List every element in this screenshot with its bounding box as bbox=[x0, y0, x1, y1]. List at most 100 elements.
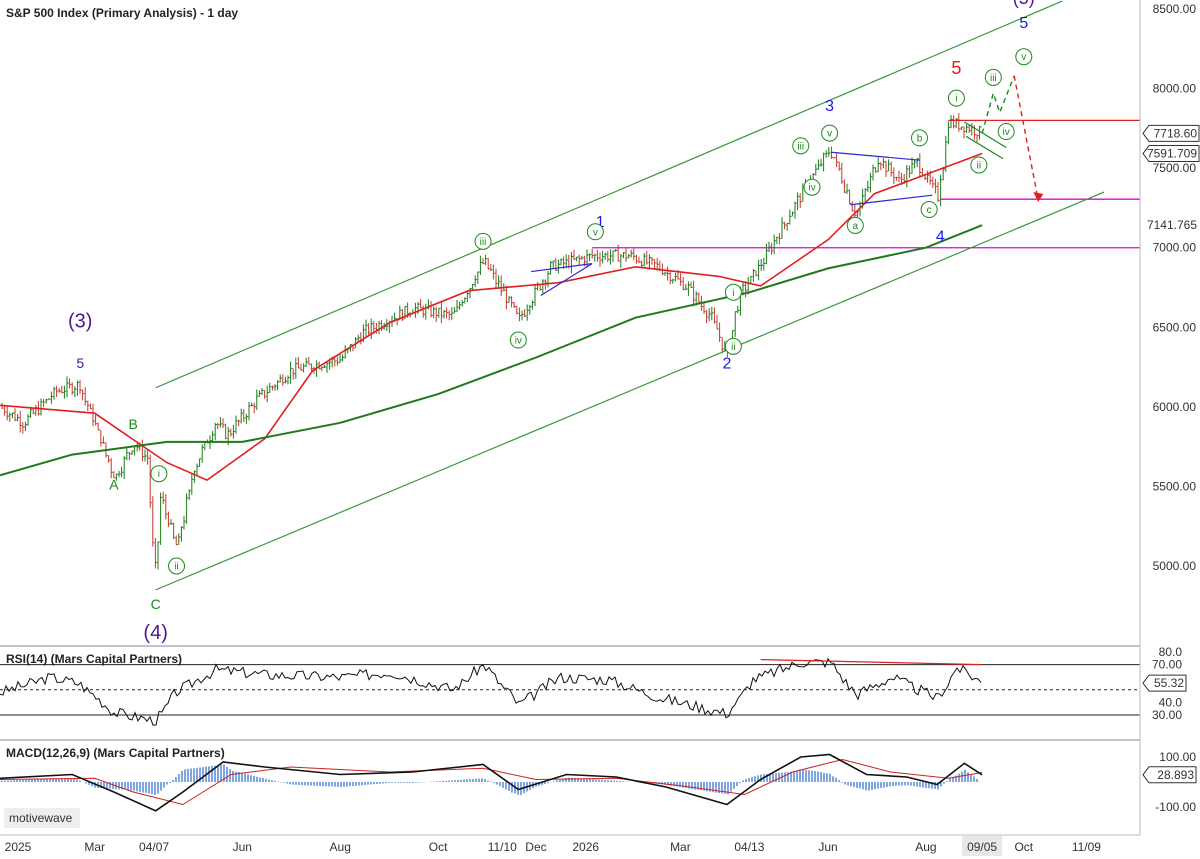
wave-circle bbox=[821, 124, 839, 142]
price-tick-label: 7500.00 bbox=[1153, 161, 1197, 175]
rsi-tick-label: 80.0 bbox=[1159, 645, 1183, 659]
wave-circle bbox=[724, 283, 742, 301]
wave-circle-label: i bbox=[732, 288, 734, 299]
price-tick-label: 6000.00 bbox=[1153, 400, 1197, 414]
price-tick-label: 8000.00 bbox=[1153, 82, 1197, 96]
time-tick-label: 11/10 bbox=[488, 840, 517, 854]
price-tick-label: 7000.00 bbox=[1153, 241, 1197, 255]
wave-label: (3) bbox=[68, 310, 92, 332]
wave-circle bbox=[920, 201, 938, 219]
wave-circle bbox=[474, 232, 492, 250]
wave-circle bbox=[724, 337, 742, 355]
wave-circle-label: iii bbox=[797, 141, 804, 152]
rsi-divergence-line bbox=[760, 658, 983, 666]
macd-line bbox=[0, 753, 983, 812]
wave-label: 4 bbox=[936, 228, 945, 245]
wave-circle-label: iv bbox=[1003, 127, 1010, 138]
price-tick-label: 5000.00 bbox=[1153, 559, 1197, 573]
price-axis[interactable]: 8500.00 8000.00 7500.00 7000.00 6500.00 6000.… bbox=[1139, 0, 1200, 835]
rsi-tick-label: 70.00 bbox=[1152, 658, 1182, 672]
triangle-line bbox=[965, 135, 1004, 160]
time-tick-label: Mar bbox=[84, 840, 105, 854]
triangle-line bbox=[964, 121, 1007, 148]
wave-circle bbox=[970, 156, 988, 174]
wave-label: 5 bbox=[76, 355, 84, 371]
wave-label: 3 bbox=[825, 98, 834, 115]
wave-circle-label: ii bbox=[977, 160, 981, 171]
projection-path bbox=[981, 75, 1015, 134]
wave-label: C bbox=[151, 596, 161, 612]
price-tag-label: 7141.765 bbox=[1147, 218, 1197, 232]
macd-pane: MACD(12,26,9) (Mars Capital Partners) bbox=[0, 739, 1140, 812]
wave-circle-label: iv bbox=[808, 183, 815, 194]
wave-circle-label: i bbox=[158, 469, 160, 480]
watermark: motivewave bbox=[4, 808, 80, 828]
wave-circle bbox=[911, 129, 929, 147]
price-tag-label: 7718.60 bbox=[1154, 126, 1198, 140]
wave-label: 2 bbox=[722, 356, 731, 373]
rsi-current-label: 55.32 bbox=[1154, 676, 1184, 690]
price-tick-label: 6500.00 bbox=[1153, 320, 1197, 334]
time-tick-label: 04/13 bbox=[734, 840, 764, 854]
wave-circle-label: v bbox=[1021, 52, 1026, 63]
price-tag-box bbox=[1142, 124, 1200, 142]
wave-circle-label: b bbox=[917, 133, 923, 144]
time-tick-label: 2025 bbox=[5, 840, 32, 854]
wave-circle-label: i bbox=[955, 94, 957, 105]
triangle-line bbox=[531, 263, 593, 296]
macd-tick-label: -100.00 bbox=[1155, 800, 1196, 814]
rsi-tick-label: 30.00 bbox=[1152, 708, 1182, 722]
macd-current-box bbox=[1142, 766, 1197, 784]
macd-tick-label: 100.00 bbox=[1159, 750, 1196, 764]
price-tick-label: 8500.00 bbox=[1153, 2, 1197, 16]
macd-current-label: 28.893 bbox=[1157, 768, 1194, 782]
wave-circle bbox=[1015, 48, 1033, 66]
channel-upper-line bbox=[155, 0, 1063, 389]
wave-circle-label: ii bbox=[731, 342, 735, 353]
rsi-pane: RSI(14) (Mars Capital Partners) bbox=[0, 645, 1140, 726]
triangle-line bbox=[850, 194, 933, 206]
price-pane: (3)5BAC(4)123455(5)iiiiiiivviiiiiiivvabc… bbox=[0, 0, 1140, 645]
wave-circle-label: ii bbox=[174, 562, 178, 573]
rsi-tick-label: 40.0 bbox=[1159, 695, 1183, 709]
time-tick-label: 2026 bbox=[572, 840, 599, 854]
wave-circle-label: iii bbox=[990, 73, 997, 84]
wave-circle-label: iv bbox=[515, 336, 522, 347]
time-tick-label: 09/05 bbox=[967, 840, 997, 854]
macd-signal-line bbox=[0, 758, 983, 806]
macd-title: MACD(12,26,9) (Mars Capital Partners) bbox=[6, 746, 225, 760]
wave-label: B bbox=[129, 416, 138, 432]
wave-circle bbox=[803, 178, 821, 196]
wave-label: (5) bbox=[1013, 0, 1035, 8]
wave-circle bbox=[997, 123, 1015, 141]
projection-arrowhead bbox=[1033, 191, 1044, 202]
price-tick-label: 5500.00 bbox=[1153, 479, 1197, 493]
rsi-current-box bbox=[1142, 674, 1187, 692]
time-tick-label: Oct bbox=[429, 840, 448, 854]
wave-circle bbox=[792, 137, 810, 155]
wave-circle bbox=[509, 331, 527, 349]
time-tick-label: Oct bbox=[1014, 840, 1033, 854]
time-tick-label: 04/07 bbox=[139, 840, 169, 854]
projection-arrow bbox=[1013, 75, 1039, 201]
wave-circle bbox=[984, 68, 1002, 86]
time-tick-label: Aug bbox=[330, 840, 351, 854]
wave-circle-label: iii bbox=[480, 237, 487, 248]
channel-lower-line bbox=[155, 191, 1105, 591]
wave-circle bbox=[150, 465, 168, 483]
rsi-line bbox=[0, 657, 982, 726]
wave-circle bbox=[168, 557, 186, 575]
wave-label: 1 bbox=[596, 214, 605, 231]
time-cursor-box bbox=[962, 836, 1003, 856]
price-tag-label: 7591.709 bbox=[1147, 147, 1197, 161]
wave-circle-label: a bbox=[853, 221, 859, 232]
time-tick-label: 11/09 bbox=[1072, 840, 1101, 854]
time-tick-label: Mar bbox=[670, 840, 691, 854]
wave-label: 5 bbox=[1019, 15, 1028, 32]
wave-circle-label: v bbox=[827, 129, 832, 140]
time-axis[interactable]: 2025 Mar 04/07 Jun Aug Oct 11/10 Dec 2026 Mar 04/1… bbox=[0, 834, 1200, 859]
chart-title: S&P 500 Index (Primary Analysis) - 1 day bbox=[6, 6, 238, 20]
time-tick-label: Jun bbox=[233, 840, 252, 854]
wave-label: 5 bbox=[951, 58, 961, 78]
wave-circle-label: c bbox=[927, 205, 932, 216]
